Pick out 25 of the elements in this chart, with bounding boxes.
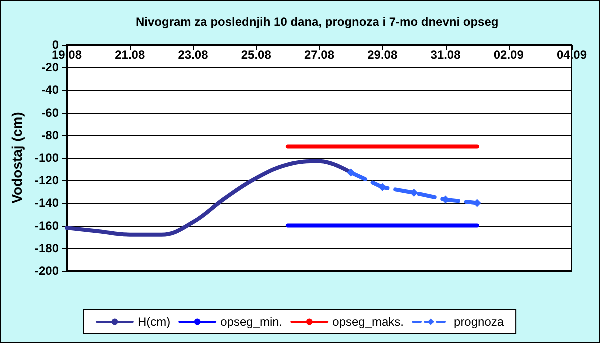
x-tick-label: 02.09 (494, 48, 524, 62)
y-tick-label: -120 (34, 174, 60, 188)
x-tick-label: 25.08 (241, 48, 272, 62)
y-tick-label: -160 (34, 218, 60, 233)
y-tick-label: -100 (34, 151, 60, 165)
y-tick-label: -40 (42, 83, 60, 98)
legend-label: H(cm) (138, 315, 171, 329)
x-tick-label: 21.08 (115, 48, 146, 62)
y-tick-label: 0 (52, 38, 60, 52)
x-tick-label: 23.08 (178, 48, 209, 62)
y-tick-label: -180 (34, 241, 60, 256)
y-tick-label: -140 (34, 196, 60, 210)
legend-label: opseg_maks. (332, 315, 404, 329)
legend-label: prognoza (454, 315, 504, 329)
y-axis-title: Vodostaj (cm) (9, 112, 26, 204)
y-tick-label: -80 (42, 128, 60, 142)
chart-title: Nivogram za poslednjih 10 dana, prognoza i 7-mo dnevni opseg (136, 15, 499, 29)
x-tick-label: 31.08 (430, 48, 462, 62)
x-tick-label: 29.08 (368, 48, 398, 62)
legend-label: opseg_min. (220, 315, 283, 329)
point (347, 168, 356, 177)
y-tick-label: -60 (42, 106, 60, 120)
x-tick-label: 27.08 (304, 48, 335, 62)
y-tick-label: -20 (42, 60, 60, 75)
y-tick-label: -200 (34, 264, 60, 278)
